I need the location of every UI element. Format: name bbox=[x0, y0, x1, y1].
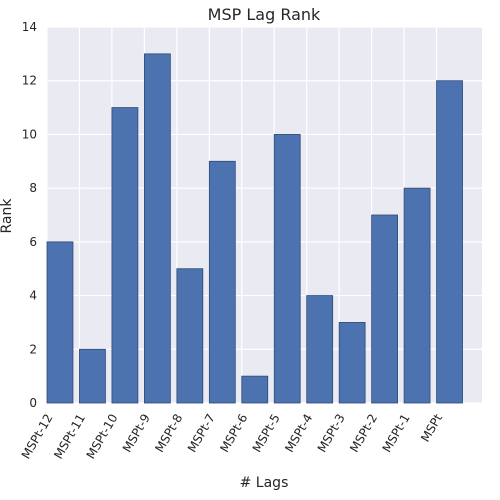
bar bbox=[79, 348, 106, 404]
x-tick-label: MSPt-5 bbox=[250, 412, 283, 455]
y-tick-label: 2 bbox=[29, 342, 37, 356]
x-tick-label: MSPt-9 bbox=[120, 412, 153, 455]
y-tick-label: 6 bbox=[29, 235, 37, 249]
x-tick-label: MSPt-10 bbox=[84, 412, 121, 462]
x-tick-label: MSPt-7 bbox=[185, 412, 218, 455]
bar bbox=[241, 375, 269, 404]
x-tick-label: MSPt-6 bbox=[217, 412, 250, 455]
x-tick-label: MSPt-11 bbox=[51, 412, 88, 462]
bars bbox=[46, 53, 463, 404]
bar bbox=[176, 268, 204, 404]
x-tick-label: MSPt-2 bbox=[347, 412, 380, 455]
chart-title: MSP Lag Rank bbox=[208, 5, 321, 24]
bar bbox=[306, 295, 334, 404]
y-axis-label: Rank bbox=[0, 198, 15, 234]
x-tick-label: MSPt-3 bbox=[315, 412, 348, 455]
y-axis-ticks: 0 2 4 6 8 10 12 14 bbox=[22, 20, 37, 410]
bar bbox=[111, 107, 139, 404]
y-tick-label: 14 bbox=[22, 20, 37, 34]
bar bbox=[46, 241, 74, 404]
bar bbox=[273, 134, 301, 404]
y-tick-label: 10 bbox=[22, 127, 37, 141]
x-tick-label: MSPt-8 bbox=[152, 412, 185, 455]
y-tick-label: 0 bbox=[29, 396, 37, 410]
bar bbox=[371, 214, 398, 404]
bar bbox=[208, 160, 236, 404]
y-tick-label: 12 bbox=[22, 74, 37, 88]
x-tick-label: MSPt-4 bbox=[282, 412, 315, 455]
y-tick-label: 8 bbox=[29, 181, 37, 195]
bar bbox=[403, 187, 431, 404]
x-tick-label: MSPt bbox=[418, 411, 445, 444]
x-axis-label: # Lags bbox=[240, 475, 289, 491]
y-tick-label: 4 bbox=[29, 289, 37, 303]
bar bbox=[143, 53, 171, 404]
bar bbox=[338, 322, 366, 404]
x-tick-label: MSPt-1 bbox=[380, 412, 413, 455]
x-tick-label: MSPt-12 bbox=[19, 412, 56, 462]
bar bbox=[436, 80, 463, 404]
